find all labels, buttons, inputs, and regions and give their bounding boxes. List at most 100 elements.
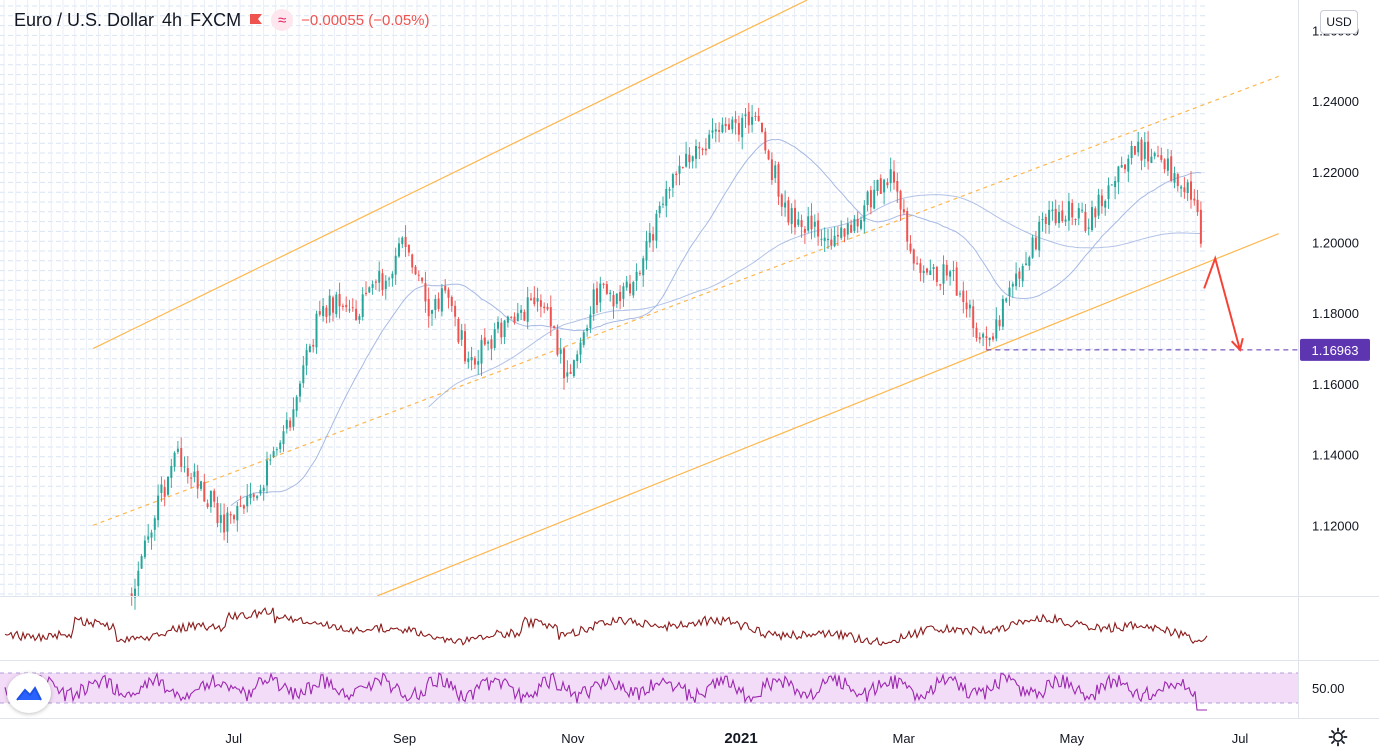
candle-body <box>1097 194 1100 216</box>
candle-body <box>338 294 341 307</box>
candle-body <box>464 331 466 362</box>
candle-body <box>728 124 730 130</box>
candle-body <box>282 431 285 445</box>
candle-body <box>886 182 889 186</box>
candle-body <box>992 336 994 340</box>
candle-body <box>160 484 163 494</box>
candle-body <box>209 490 212 507</box>
candle-body <box>1048 209 1051 225</box>
candle-body <box>761 123 763 132</box>
flag-icon[interactable] <box>249 13 263 27</box>
candle-body <box>602 283 605 285</box>
candle-body <box>1130 145 1133 159</box>
candle-body <box>850 224 853 233</box>
candle-body <box>1038 221 1041 251</box>
candle-body <box>434 299 437 310</box>
candle-body <box>447 289 450 298</box>
candle-body <box>332 297 334 313</box>
candle-body <box>734 119 737 123</box>
gear-icon[interactable] <box>1328 727 1348 747</box>
symbol-title[interactable]: Euro / U.S. Dollar <box>14 9 155 30</box>
candle-body <box>675 173 678 175</box>
candle-body <box>523 312 526 321</box>
candle-body <box>741 117 744 138</box>
candle-body <box>167 476 169 495</box>
projection-path <box>1203 255 1241 351</box>
candle-body <box>962 290 965 302</box>
candle-body <box>242 505 245 509</box>
candle-body <box>134 588 136 598</box>
interval-label[interactable]: 4h <box>162 9 183 30</box>
candle-body <box>1034 237 1037 250</box>
candle-body <box>803 229 806 233</box>
candle-body <box>193 471 196 478</box>
candle-body <box>1094 208 1097 218</box>
candle-body <box>249 493 252 498</box>
candle-body <box>827 238 829 241</box>
candle-body <box>1117 166 1120 183</box>
candle-body <box>546 306 549 310</box>
candle-body <box>450 297 453 306</box>
candle-body <box>942 264 945 284</box>
candle-body <box>490 339 493 349</box>
candle-body <box>266 460 268 486</box>
candle-body <box>671 174 674 188</box>
candle-body <box>186 468 189 477</box>
candle-body <box>642 258 645 276</box>
candle-body <box>714 129 717 132</box>
candle-body <box>1084 211 1087 231</box>
candle-body <box>655 213 658 241</box>
rsi-line <box>4 671 1207 711</box>
candle-body <box>269 459 272 461</box>
candle-body <box>407 244 410 253</box>
candle-body <box>1054 208 1057 224</box>
candle-body <box>662 203 664 205</box>
time-tick-label: 2021 <box>724 730 757 747</box>
candle-body <box>648 232 651 243</box>
time-tick-label: May <box>1060 731 1085 746</box>
candle-body <box>345 304 348 308</box>
candle-body <box>1044 217 1047 224</box>
candle-body <box>757 116 760 121</box>
approx-icon[interactable]: ≈ <box>271 9 294 31</box>
time-axis[interactable]: Jul Sep Nov 2021 Mar May Jul <box>225 730 1248 747</box>
source-label: FXCM <box>190 9 242 30</box>
candle-body <box>1199 209 1202 244</box>
candle-body <box>351 307 354 309</box>
candle-body <box>982 333 985 338</box>
candle-body <box>299 383 301 397</box>
candle-body <box>586 327 589 332</box>
candle-body <box>213 490 216 502</box>
candle-body <box>348 309 351 311</box>
candle-body <box>965 302 968 310</box>
candle-body <box>180 448 183 467</box>
candle-body <box>902 209 905 213</box>
candle-body <box>493 329 496 348</box>
candle-body <box>737 123 740 135</box>
tradingview-logo-icon[interactable] <box>7 673 51 713</box>
candle-body <box>361 294 364 317</box>
candle-body <box>1183 187 1186 193</box>
candle-body <box>926 268 928 273</box>
candle-body <box>1180 186 1183 189</box>
candle-body <box>163 487 166 497</box>
candle-body <box>1147 141 1150 162</box>
currency-button[interactable]: USD <box>1320 10 1358 34</box>
candle-body <box>371 284 374 288</box>
candle-body <box>1170 156 1173 181</box>
candle-body <box>1001 299 1004 327</box>
candle-body <box>1008 287 1011 296</box>
candle-body <box>787 200 790 223</box>
candle-body <box>368 287 371 293</box>
candle-body <box>1071 203 1074 218</box>
candle-body <box>866 191 869 205</box>
candle-body <box>1041 218 1044 221</box>
candle-body <box>985 336 988 339</box>
price-axis[interactable]: 1.260001.240001.220001.200001.180001.160… <box>1312 23 1359 533</box>
candle-body <box>919 263 922 273</box>
candle-body <box>318 311 321 315</box>
candle-body <box>1160 155 1163 160</box>
time-tick-label: Mar <box>893 731 916 746</box>
candle-body <box>929 270 932 275</box>
